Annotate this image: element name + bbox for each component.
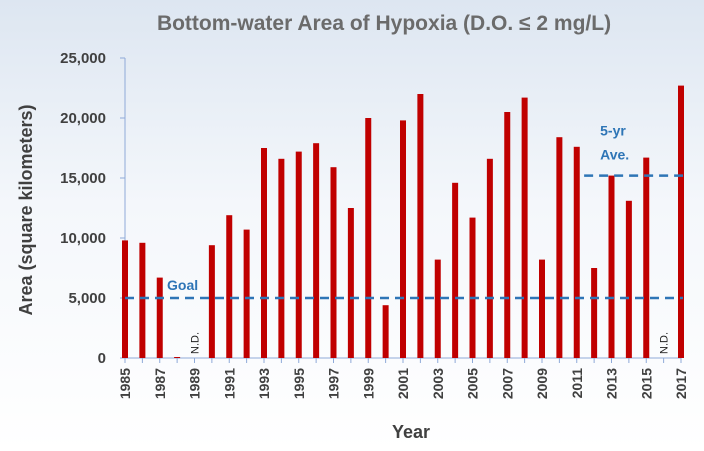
bar [469,217,476,358]
bar [608,175,615,358]
bar [208,245,215,358]
bar [521,97,528,358]
x-tick-label: 2005 [465,368,481,399]
bar [174,357,181,358]
bar [313,143,320,358]
bar [434,259,441,358]
bar [382,305,389,358]
bar [226,215,233,358]
x-tick-label: 2011 [569,368,585,399]
x-tick-label: 2003 [430,368,446,399]
goal-label: Goal [167,277,198,293]
y-axis-title: Area (square kilometers) [16,104,36,315]
bar [400,120,406,359]
bar [452,182,459,358]
x-tick-label: 1995 [291,368,307,399]
nd-label: N.D. [190,332,202,354]
bar [591,268,598,358]
y-tick-label: 5,000 [68,290,106,307]
nd-label: N.D. [659,332,671,354]
x-tick-label: 2009 [534,368,550,399]
x-tick-label: 1985 [117,368,133,399]
x-tick-label: 2001 [395,368,411,399]
y-tick-label: 20,000 [60,110,106,127]
bar [347,208,354,358]
bar [504,112,511,358]
bar [156,277,163,358]
y-tick-label: 10,000 [60,230,106,247]
x-tick-label: 1993 [256,368,272,399]
y-tick-label: 25,000 [60,50,106,67]
bar [556,137,563,358]
x-axis-title: Year [392,422,430,442]
bar [261,148,267,358]
bar [625,200,632,358]
bar [243,229,250,358]
bar [139,242,146,358]
five-year-average-label: 5-yr [600,123,626,139]
x-tick-label: 1989 [187,368,203,399]
bar [678,85,684,358]
bar [573,146,580,358]
bar [295,151,302,358]
plot-area: 0 5,000 10,000 15,000 20,000 25,000 1985 1987 19… [60,50,689,399]
y-tick-label: 0 [98,350,106,367]
x-tick-label: 2017 [673,368,689,399]
x-tick-label: 2013 [604,368,620,399]
bar [643,157,650,358]
x-tick-label: 1999 [360,368,376,399]
bar [486,158,493,358]
x-tick-label: 1987 [152,368,168,399]
bar [278,158,285,358]
x-tick-label: 2015 [638,368,654,399]
five-year-average-label: Ave. [600,147,629,163]
chart-title: Bottom-water Area of Hypoxia (D.O. ≤ 2 m… [157,12,611,35]
x-tick-label: 1997 [326,368,342,399]
bar [539,259,545,358]
x-tick-label: 1991 [221,368,237,399]
bar [330,167,337,358]
y-tick-label: 15,000 [60,170,106,187]
bar [365,118,372,358]
bar [417,94,424,358]
x-tick-label: 2007 [499,368,515,399]
